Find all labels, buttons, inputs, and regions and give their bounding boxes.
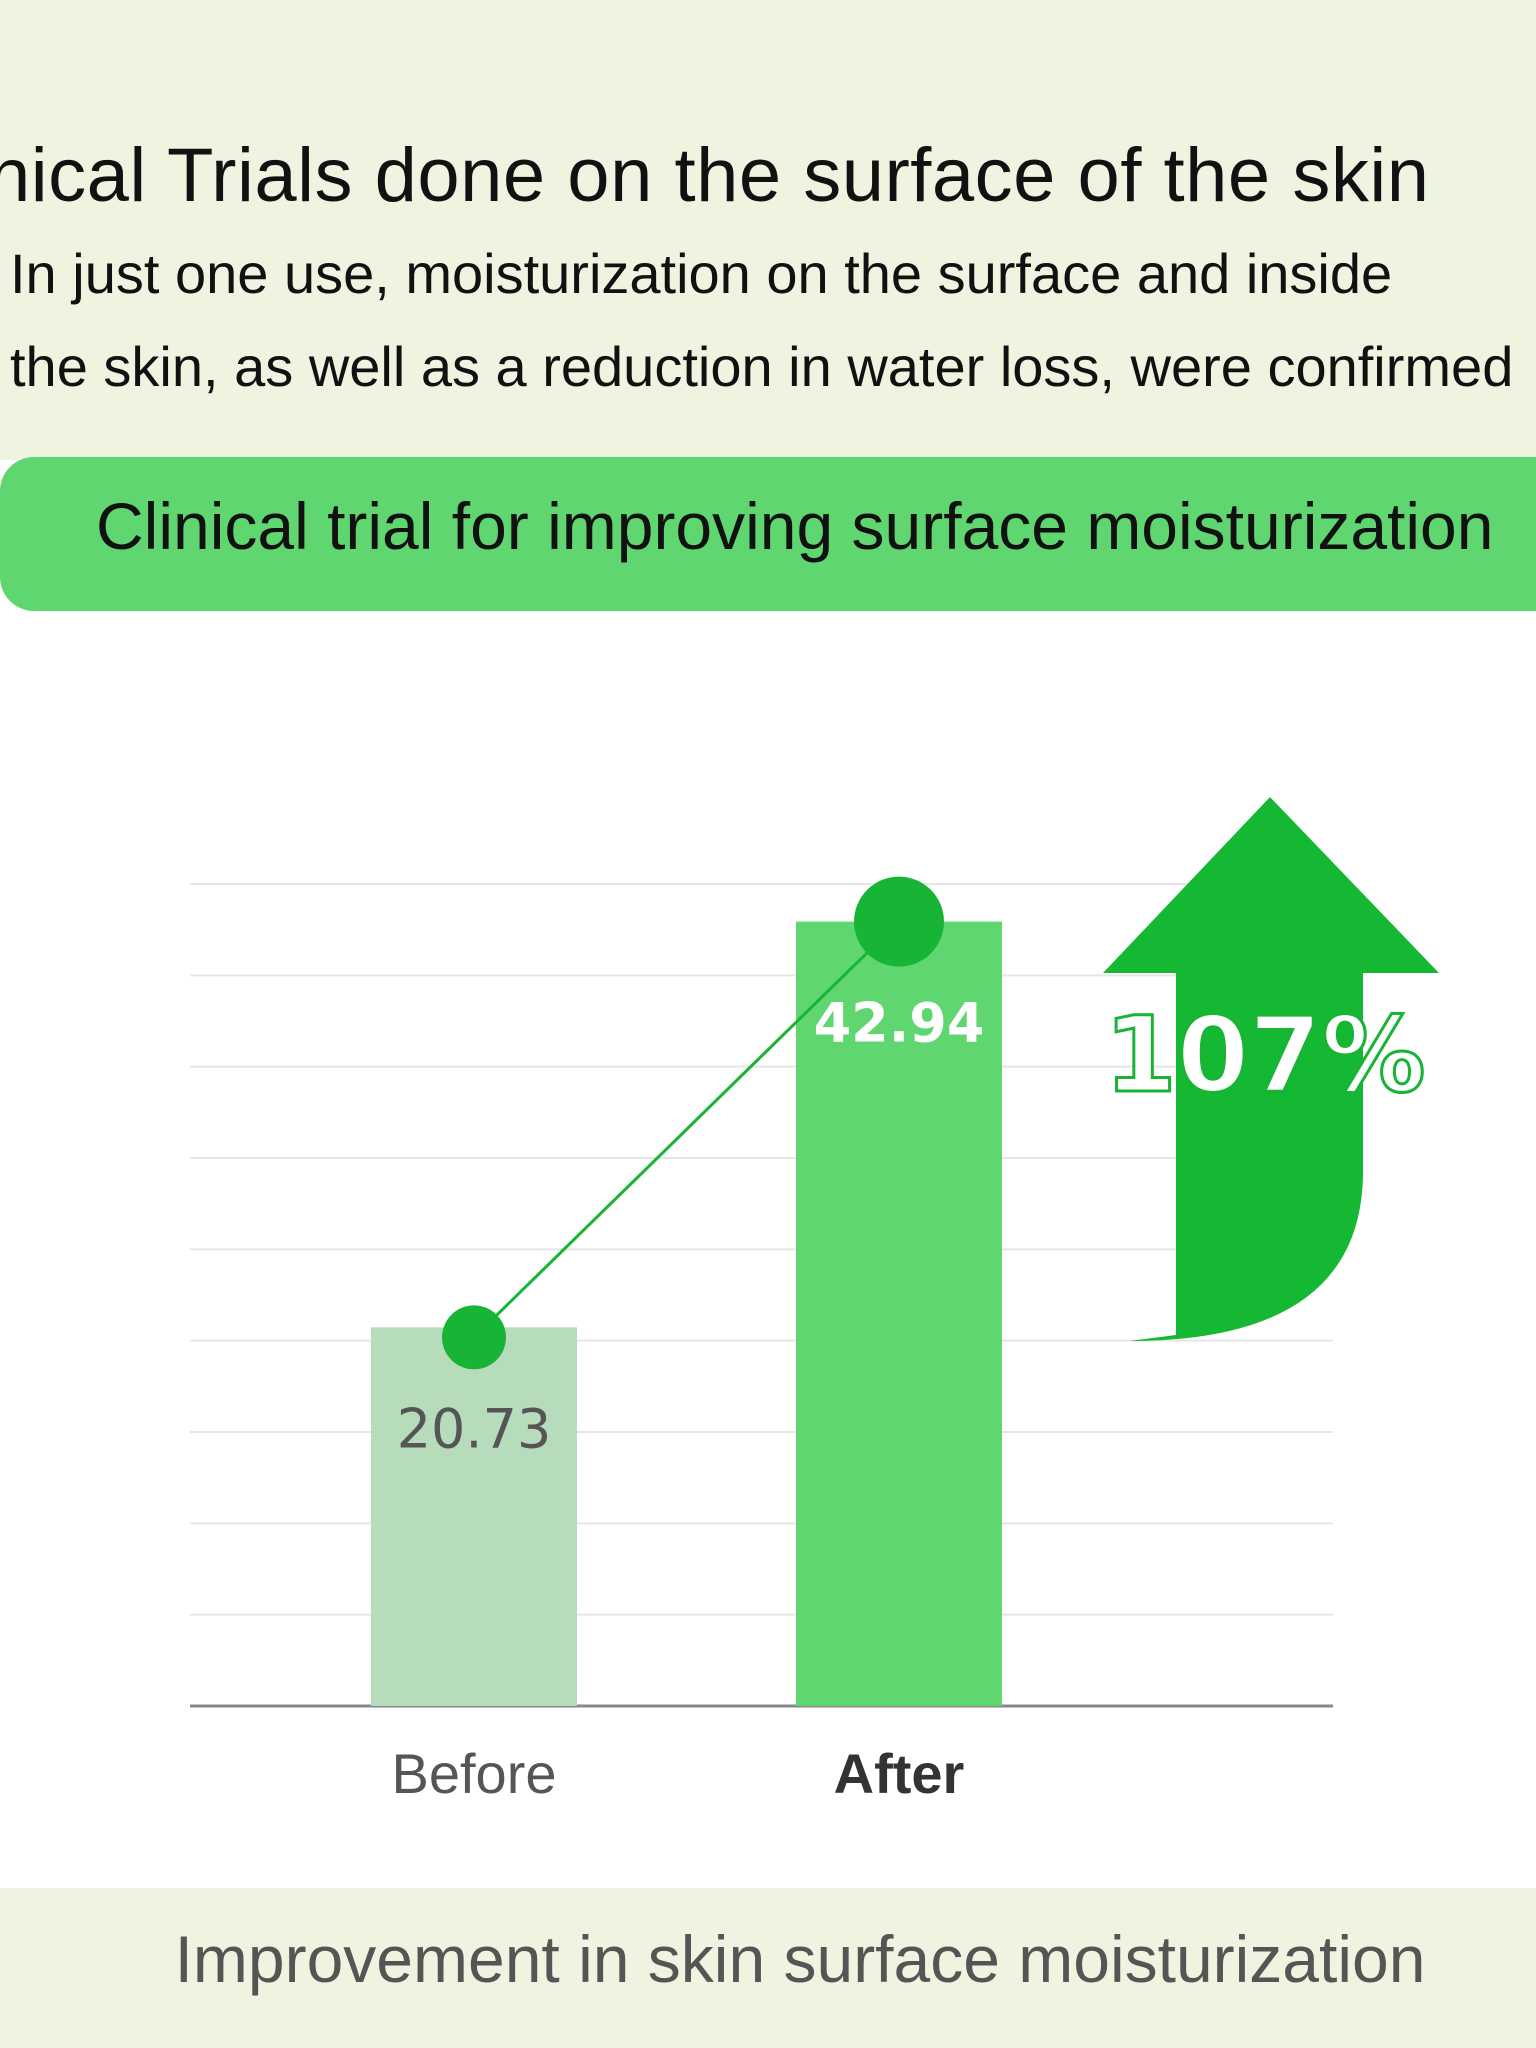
bar-after bbox=[796, 921, 1002, 1706]
category-label-after: After bbox=[834, 1742, 965, 1805]
footer-caption: Improvement in skin surface moisturizati… bbox=[174, 1922, 1426, 1996]
header-band: nical Trials done on the surface of the … bbox=[0, 0, 1536, 460]
subtext-line-1: In just one use, moisturization on the s… bbox=[10, 242, 1393, 305]
marker-after bbox=[854, 876, 944, 967]
marker-before bbox=[442, 1305, 506, 1370]
increase-arrow-icon bbox=[1103, 797, 1439, 1341]
increase-arrow-group: 107% bbox=[1103, 797, 1439, 1341]
moisturization-bar-chart: 107% 20.73 Before 42.94 After bbox=[190, 797, 1439, 1805]
footer-band: Improvement in skin surface moisturizati… bbox=[0, 1888, 1536, 2048]
chart-bars bbox=[371, 921, 1002, 1706]
value-label-after: 42.94 bbox=[814, 992, 985, 1055]
page-headline: nical Trials done on the surface of the … bbox=[0, 133, 1430, 218]
value-label-before: 20.73 bbox=[397, 1397, 552, 1460]
trend-line-group bbox=[442, 876, 944, 1370]
category-label-before: Before bbox=[392, 1742, 557, 1805]
trend-line bbox=[472, 920, 901, 1339]
chart-labels: 20.73 Before 42.94 After bbox=[392, 992, 985, 1805]
subtext-line-2: the skin, as well as a reduction in wate… bbox=[10, 335, 1514, 398]
chart-title-banner: Clinical trial for improving surface moi… bbox=[0, 457, 1536, 611]
bar-before bbox=[371, 1327, 577, 1706]
chart-title: Clinical trial for improving surface moi… bbox=[96, 489, 1494, 563]
increase-percent-label: 107% bbox=[1104, 994, 1425, 1116]
